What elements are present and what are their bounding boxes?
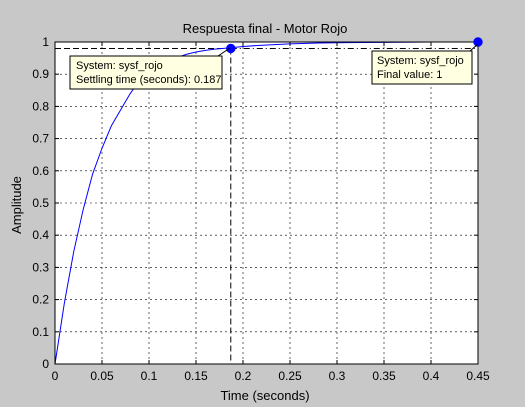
y-tick-label: 0.5 (32, 196, 49, 210)
x-tick-label: 0.2 (235, 369, 252, 383)
y-tick-label: 1 (42, 35, 49, 49)
y-tick-label: 0.2 (32, 293, 49, 307)
x-tick-label: 0.3 (329, 369, 346, 383)
markers (226, 37, 483, 54)
y-tick-label: 0.7 (32, 132, 49, 146)
x-tick-label: 0.25 (278, 369, 302, 383)
y-tick-label: 0.8 (32, 99, 49, 113)
y-axis-label: Amplitude (9, 176, 24, 234)
settling-datatip-pointer (217, 47, 231, 57)
x-axis-label: Time (seconds) (220, 388, 309, 403)
x-tick-label: 0.1 (141, 369, 158, 383)
settling-datatip-box (69, 55, 223, 90)
chart-title: Respuesta final - Motor Rojo (183, 21, 348, 36)
y-tick-label: 0 (42, 357, 49, 371)
grid (55, 42, 478, 364)
final-value-datatip[interactable]: System: sysf_rojo Final value: 1 (371, 43, 479, 85)
final-datatip-pointer (469, 43, 479, 52)
y-tick-label: 0.1 (32, 325, 49, 339)
y-tick-label: 0.6 (32, 164, 49, 178)
x-tick-label: 0.15 (184, 369, 208, 383)
x-tick-label: 0.35 (372, 369, 396, 383)
x-tick-label: 0.45 (466, 369, 490, 383)
final-datatip-line1: System: sysf_rojo (377, 55, 464, 67)
final-datatip-box (371, 50, 473, 85)
settling-time-marker[interactable] (226, 43, 236, 54)
x-tick-label: 0.4 (423, 369, 440, 383)
y-tick-labels: 0 0.1 0.2 0.3 0.4 0.5 0.6 0.7 0.8 0.9 1 (32, 35, 49, 371)
settling-datatip-line1: System: sysf_rojo (76, 60, 163, 72)
x-tick-labels: 0 0.05 0.1 0.15 0.2 0.25 0.3 0.35 0.4 0.45 (52, 369, 490, 383)
final-value-marker[interactable] (473, 37, 483, 47)
settling-time-datatip[interactable]: System: sysf_rojo Settling time (seconds… (69, 47, 231, 90)
settling-datatip-line2: Settling time (seconds): 0.187 (76, 74, 222, 86)
x-tick-label: 0 (52, 369, 59, 383)
final-datatip-line2: Final value: 1 (377, 69, 442, 81)
y-tick-label: 0.3 (32, 260, 49, 274)
y-tick-label: 0.9 (32, 67, 49, 81)
x-tick-label: 0.05 (90, 369, 114, 383)
y-tick-label: 0.4 (32, 228, 49, 242)
